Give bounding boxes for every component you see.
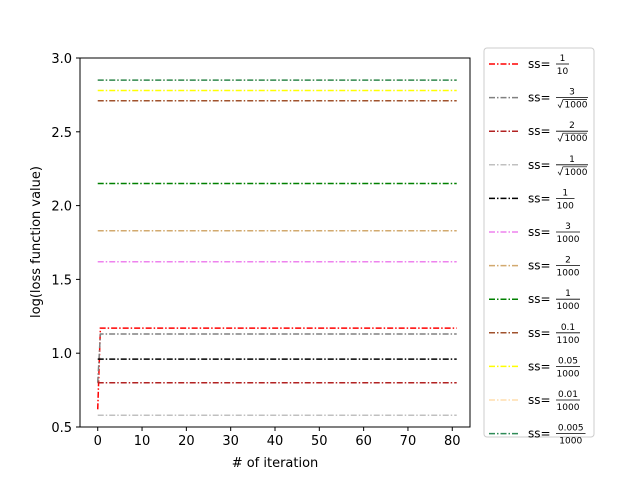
legend-label: ss=	[528, 124, 551, 138]
legend-item: ss= 0.1 1100	[489, 323, 580, 346]
x-tick-label: 50	[311, 434, 328, 449]
legend-denominator: 100	[557, 201, 574, 211]
legend-item: ss= 2 1000	[489, 256, 580, 279]
legend-item: ss= 3 1000	[489, 222, 580, 245]
x-tick-label: 0	[94, 434, 102, 449]
series-line-2	[96, 333, 457, 383]
legend-item: ss= 1 1000	[489, 155, 588, 178]
legend-denominator: 1000	[557, 403, 580, 413]
y-tick-label: 2.0	[51, 200, 72, 215]
legend-numerator: 1	[562, 188, 568, 198]
x-axis: 0 10 20 30 40 50 60 70 80	[94, 427, 461, 449]
legend-denominator: 1100	[557, 336, 580, 346]
legend-numerator: 2	[565, 256, 571, 266]
legend-frame	[483, 47, 595, 438]
legend-item: ss= 0.01 1000	[489, 390, 580, 413]
legend-item: ss= 1 100	[489, 188, 575, 211]
legend-label: ss=	[528, 326, 551, 340]
x-tick-label: 80	[444, 434, 461, 449]
y-tick-label: 2.5	[51, 126, 72, 141]
y-tick-label: 1.5	[51, 273, 72, 288]
y-tick-label: 0.5	[51, 421, 72, 436]
x-tick-label: 70	[400, 434, 417, 449]
x-axis-label: # of iteration	[232, 456, 319, 471]
series-layer	[96, 79, 457, 416]
legend-denominator: 1000	[565, 134, 588, 144]
legend-numerator: 1	[569, 155, 575, 165]
legend-label: ss=	[528, 225, 551, 239]
x-tick-label: 10	[134, 434, 151, 449]
legend-label: ss=	[528, 427, 551, 441]
x-tick-label: 20	[178, 434, 195, 449]
legend-numerator: 1	[560, 54, 566, 64]
legend-label: ss=	[528, 292, 551, 306]
legend-denominator: 1000	[565, 168, 588, 178]
legend-item: ss= 1 1000	[489, 289, 580, 312]
legend-numerator: 1	[565, 289, 571, 299]
legend-denominator: 1000	[565, 101, 588, 111]
legend-label: ss=	[528, 158, 551, 172]
legend-numerator: 0.01	[558, 390, 578, 400]
legend-denominator: 10	[557, 67, 569, 77]
legend-label: ss=	[528, 259, 551, 273]
legend-item: ss= 0.05 1000	[489, 356, 580, 379]
y-axis-label: log(loss function value)	[29, 166, 44, 318]
legend-label: ss=	[528, 91, 551, 105]
legend-item: ss= 0.005 1000	[489, 424, 586, 447]
x-tick-label: 40	[267, 434, 284, 449]
legend-label: ss=	[528, 359, 551, 373]
legend-numerator: 0.1	[561, 323, 575, 333]
y-axis: 0.5 1.0 1.5 2.0 2.5 3.0	[51, 52, 80, 436]
x-tick-label: 30	[222, 434, 239, 449]
sqrt-sign	[557, 166, 587, 176]
legend-item: ss= 3 1000	[489, 88, 588, 111]
sqrt-sign	[557, 99, 587, 109]
legend-label: ss=	[528, 393, 551, 407]
legend-denominator: 1000	[557, 235, 580, 245]
legend-numerator: 0.005	[558, 424, 584, 434]
legend-numerator: 2	[569, 121, 575, 131]
plot-area	[80, 58, 470, 427]
legend-denominator: 1000	[559, 437, 582, 447]
y-tick-label: 3.0	[51, 52, 72, 67]
x-tick-label: 60	[355, 434, 372, 449]
sqrt-sign	[557, 132, 587, 142]
legend-label: ss=	[528, 191, 551, 205]
legend-numerator: 3	[565, 222, 571, 232]
legend-denominator: 1000	[557, 269, 580, 279]
legend-denominator: 1000	[557, 302, 580, 312]
y-tick-label: 1.0	[51, 347, 72, 362]
legend-label: ss=	[528, 57, 551, 71]
legend-denominator: 1000	[557, 369, 580, 379]
legend-item: ss= 2 1000	[489, 121, 588, 144]
legend-item: ss= 1 10	[489, 54, 569, 77]
legend-numerator: 0.05	[558, 356, 578, 366]
legend-numerator: 3	[569, 88, 575, 98]
